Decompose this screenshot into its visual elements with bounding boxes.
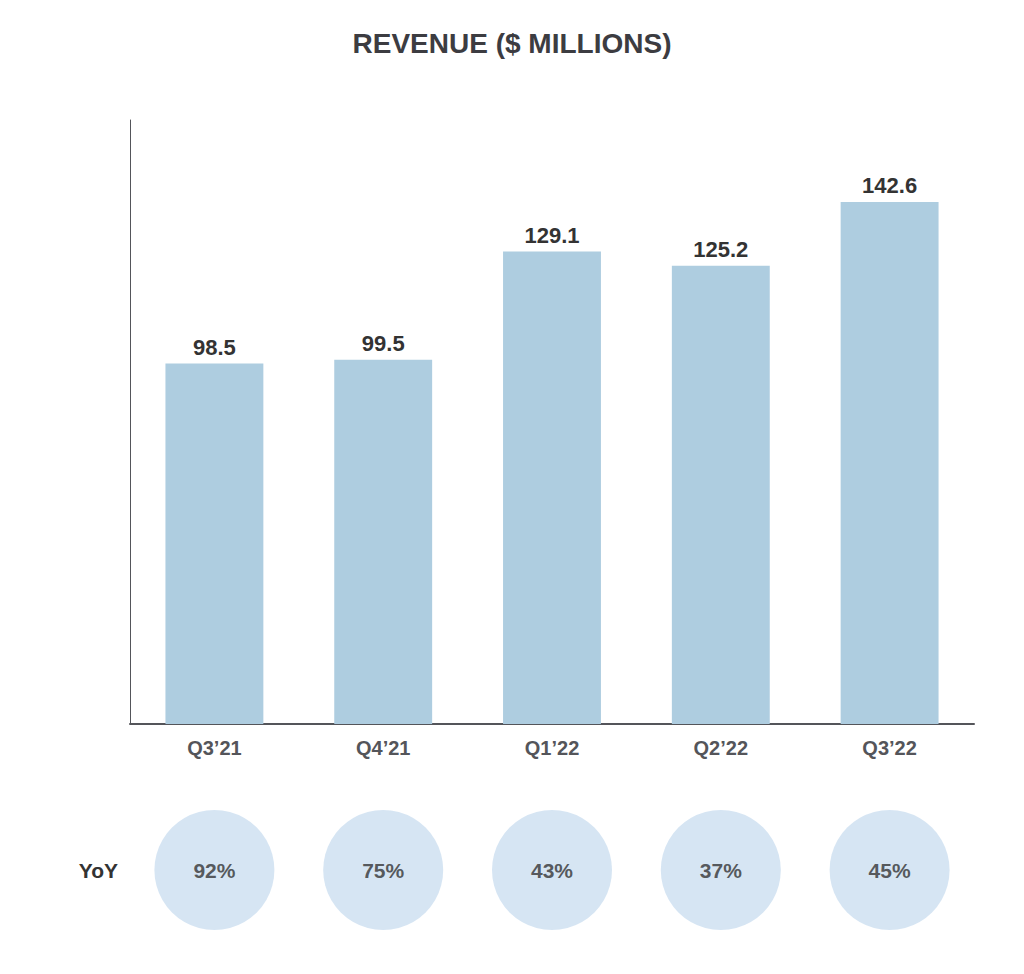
- svg-text:Q3’22: Q3’22: [862, 737, 916, 759]
- svg-text:Q3’21: Q3’21: [187, 737, 241, 759]
- svg-text:Q2’22: Q2’22: [694, 737, 748, 759]
- svg-text:99.5: 99.5: [362, 331, 405, 356]
- svg-text:129.1: 129.1: [524, 223, 579, 248]
- svg-text:37%: 37%: [700, 859, 742, 882]
- svg-text:43%: 43%: [531, 859, 573, 882]
- svg-text:REVENUE ($ MILLIONS): REVENUE ($ MILLIONS): [353, 28, 672, 59]
- svg-text:75%: 75%: [362, 859, 404, 882]
- svg-text:92%: 92%: [193, 859, 235, 882]
- svg-text:98.5: 98.5: [193, 335, 236, 360]
- svg-text:Q1’22: Q1’22: [525, 737, 579, 759]
- svg-text:125.2: 125.2: [693, 237, 748, 262]
- svg-text:Q4’21: Q4’21: [356, 737, 410, 759]
- svg-text:45%: 45%: [869, 859, 911, 882]
- svg-text:142.6: 142.6: [862, 173, 917, 198]
- svg-text:YoY: YoY: [79, 859, 118, 882]
